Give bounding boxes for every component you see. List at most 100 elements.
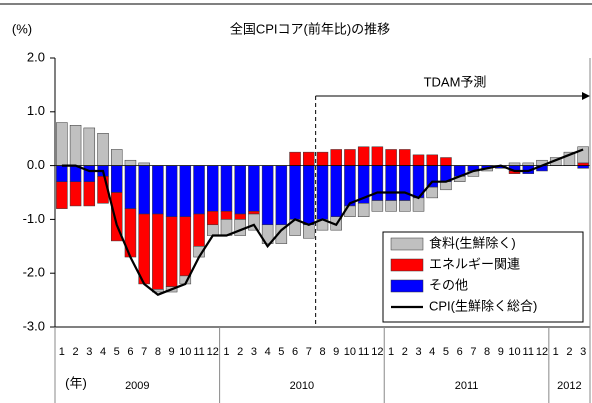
bar-segment — [138, 213, 150, 285]
x-tick-label: 1 — [388, 346, 394, 358]
bar-segment — [234, 165, 246, 215]
bar-segment — [289, 165, 301, 220]
x-tick-label: 7 — [306, 346, 312, 358]
bar-segment — [344, 149, 356, 166]
legend-label: その他 — [429, 277, 468, 292]
x-tick-label: 6 — [292, 346, 298, 358]
bar-segment — [371, 165, 384, 201]
bar-segment — [289, 151, 301, 166]
bar-segment — [234, 219, 246, 236]
y-tick-label: -3.0 — [23, 318, 45, 333]
bar-segment — [165, 216, 178, 287]
x-tick-label: 7 — [470, 346, 476, 358]
year-label: 2012 — [557, 380, 581, 392]
bar-segment — [207, 211, 219, 226]
bar-segment — [399, 149, 411, 166]
bar-segment — [179, 216, 192, 277]
x-tick-label: 11 — [523, 346, 534, 358]
bar-segment — [385, 165, 397, 201]
x-tick-label: 9 — [169, 346, 175, 358]
bar-segment — [207, 165, 219, 212]
cpi-line — [61, 148, 584, 296]
x-tick-label: 9 — [498, 346, 504, 358]
x-tick-label: 10 — [344, 346, 356, 358]
bar-segment — [83, 181, 96, 207]
bar-segment — [248, 165, 260, 212]
bar-segment — [69, 125, 82, 166]
bar-segment — [522, 162, 535, 166]
bar-segment — [234, 213, 246, 220]
bar-segment — [56, 165, 68, 182]
bar-segment — [399, 165, 411, 201]
legend-label: エネルギー関連 — [429, 256, 520, 271]
x-tick-label: 10 — [179, 346, 191, 358]
x-tick-label: 8 — [319, 346, 325, 358]
legend-swatch — [390, 279, 424, 293]
x-tick-label: 12 — [536, 346, 548, 358]
x-tick-label: 10 — [508, 346, 520, 358]
x-tick-label: 12 — [371, 346, 383, 358]
legend-label: 食料(生鮮除く) — [429, 235, 516, 250]
x-tick-label: 3 — [580, 346, 586, 358]
x-tick-label: 4 — [265, 346, 271, 358]
bar-segment — [124, 159, 137, 166]
bar-segment — [426, 165, 438, 188]
bar-segment — [385, 200, 397, 212]
year-label: 2011 — [455, 380, 479, 392]
bar-segment — [193, 213, 205, 247]
chart-title: 全国CPIコア(前年比)の推移 — [230, 21, 390, 36]
x-tick-label: 9 — [333, 346, 339, 358]
bar-segment — [248, 211, 260, 215]
x-tick-label: 5 — [114, 346, 120, 358]
bar-segment — [412, 197, 425, 212]
bar-segment — [316, 165, 329, 220]
bar-segment — [193, 165, 205, 215]
year-label: 2009 — [125, 380, 149, 392]
bar-segment — [207, 224, 219, 236]
bar-segment — [152, 213, 164, 290]
bar-segment — [303, 224, 315, 239]
bar-segment — [412, 154, 425, 166]
x-tick-label: 4 — [429, 346, 435, 358]
bar-segment — [275, 165, 288, 226]
bar-segment — [152, 165, 164, 215]
bar-segment — [110, 149, 123, 166]
bar-segment — [110, 165, 123, 193]
x-tick-label: 8 — [155, 346, 161, 358]
legend-label: CPI(生鮮除く総合) — [429, 298, 537, 313]
x-tick-label: 3 — [415, 346, 421, 358]
bar-segment — [124, 165, 137, 209]
y-tick-label: 0.0 — [27, 157, 45, 172]
legend-swatch — [390, 237, 424, 251]
bar-segment — [69, 181, 82, 207]
bar-segment — [179, 165, 192, 217]
bar-segment — [577, 165, 589, 169]
bar-segment — [371, 200, 384, 212]
bar-segment — [248, 213, 260, 231]
forecast-arrowhead — [582, 92, 590, 100]
bar-segment — [110, 192, 123, 242]
bar-segment — [344, 165, 356, 207]
bar-segment — [83, 165, 96, 182]
x-tick-label: 2 — [402, 346, 408, 358]
bar-segment — [577, 146, 589, 164]
bar-segment — [220, 165, 233, 212]
bar-segment — [303, 165, 315, 226]
bar-segment — [56, 122, 68, 166]
bar-segment — [357, 203, 370, 217]
x-tick-label: 5 — [443, 346, 449, 358]
y-axis-label: (%) — [12, 21, 32, 36]
bar-segment — [165, 165, 178, 217]
x-tick-label: 5 — [278, 346, 284, 358]
x-tick-label: 7 — [141, 346, 147, 358]
year-label: 2010 — [290, 380, 314, 392]
x-tick-label: 2 — [237, 346, 243, 358]
bar-segment — [97, 133, 109, 166]
annotation: TDAM予測 — [424, 74, 487, 89]
bar-segment — [399, 200, 411, 212]
x-tick-label: 1 — [59, 346, 65, 358]
legend-swatch — [390, 258, 424, 272]
x-tick-label: 6 — [127, 346, 133, 358]
x-axis-label: (年) — [65, 375, 87, 390]
